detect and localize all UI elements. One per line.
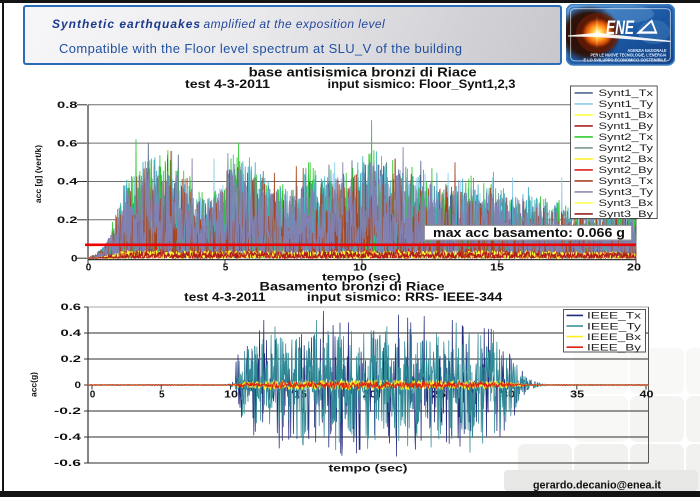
svg-text:tempo (sec): tempo (sec) [322,271,401,283]
svg-text:15: 15 [490,263,505,274]
svg-text:Synt2_Tx: Synt2_Tx [599,132,654,143]
svg-text:0.2: 0.2 [61,354,82,364]
svg-text:input sismico: Floor_Synt1,2,3: input sismico: Floor_Synt1,2,3 [328,79,516,91]
svg-text:acc [g] (vert/k): acc [g] (vert/k) [33,145,43,203]
svg-text:AGENZIA NAZIONALE: AGENZIA NAZIONALE [628,48,668,54]
svg-text:IEEE_Tx: IEEE_Tx [587,311,641,322]
svg-text:0.6: 0.6 [61,302,82,312]
svg-text:5: 5 [223,263,229,274]
svg-text:tempo (sec): tempo (sec) [329,463,408,475]
svg-text:10: 10 [353,263,368,274]
svg-text:max acc basamento: 0.066 g: max acc basamento: 0.066 g [433,226,625,240]
svg-text:Synt2_Bx: Synt2_Bx [599,154,654,165]
svg-text:Basamento bronzi di Riace: Basamento bronzi di Riace [260,280,445,294]
svg-text:0: 0 [86,263,92,274]
svg-text:test 4-3-2011: test 4-3-2011 [185,79,271,91]
svg-text:-0.6: -0.6 [54,458,81,468]
svg-text:Synt3_By: Synt3_By [599,209,654,220]
svg-text:0.8: 0.8 [57,100,78,110]
svg-text:Synt3_Ty: Synt3_Ty [599,187,654,198]
svg-text:0: 0 [75,380,82,390]
svg-text:-0.4: -0.4 [54,432,81,442]
svg-text:15: 15 [293,390,308,401]
svg-text:30: 30 [501,390,516,401]
svg-text:Synt2_By: Synt2_By [599,165,654,176]
svg-text:20: 20 [627,263,642,274]
svg-text:PER LE NUOVE TECNOLOGIE, L'ENE: PER LE NUOVE TECNOLOGIE, L'ENERGIA [591,53,667,59]
svg-text:E LO SVILUPPO ECONOMICO SOSTEN: E LO SVILUPPO ECONOMICO SOSTENIBILE [584,57,668,63]
svg-text:Synt1_Ty: Synt1_Ty [599,99,654,110]
svg-text:input sismico: RRS- IEEE-344: input sismico: RRS- IEEE-344 [307,292,503,304]
svg-text:0.2: 0.2 [57,215,78,225]
svg-text:Synt1_Tx: Synt1_Tx [599,88,654,99]
svg-text:IEEE_Bx: IEEE_Bx [587,332,641,343]
svg-text:Synt1_By: Synt1_By [599,121,654,132]
svg-text:Synt1_Bx: Synt1_Bx [599,110,654,121]
svg-text:0.4: 0.4 [61,328,82,338]
svg-text:ENE: ENE [606,17,635,39]
svg-text:0.6: 0.6 [57,138,78,148]
svg-text:IEEE_By: IEEE_By [587,343,641,354]
svg-text:IEEE_Ty: IEEE_Ty [587,321,641,332]
svg-text:Synt3_Tx: Synt3_Tx [599,176,654,187]
svg-text:gerardo.decanio@enea.it: gerardo.decanio@enea.it [533,480,661,492]
svg-text:40: 40 [640,390,655,401]
svg-text:10: 10 [224,390,239,401]
svg-text:0: 0 [71,253,78,263]
svg-text:-0.2: -0.2 [54,406,81,416]
svg-text:test 4-3-2011: test 4-3-2011 [184,292,266,304]
svg-text:5: 5 [159,390,165,401]
svg-text:base antisismica bronzi di Ria: base antisismica bronzi di Riace [249,65,477,79]
svg-text:0.4: 0.4 [57,177,78,187]
svg-text:0: 0 [90,390,96,401]
svg-text:Synt3_Bx: Synt3_Bx [599,198,654,209]
svg-text:Synt2_Ty: Synt2_Ty [599,143,654,154]
svg-text:acc(g): acc(g) [29,372,39,397]
svg-text:35: 35 [570,390,585,401]
